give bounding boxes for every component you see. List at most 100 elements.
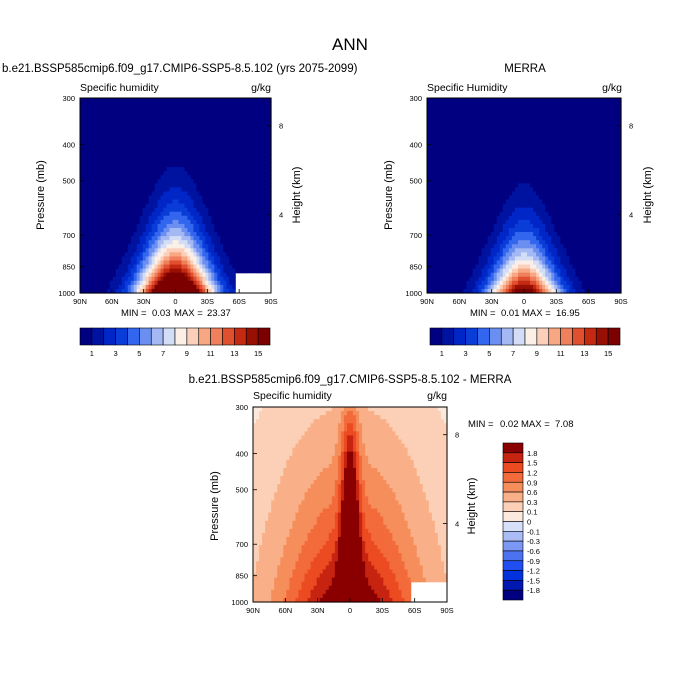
contour-cell bbox=[478, 203, 483, 209]
colorbar-label: 3 bbox=[114, 349, 118, 358]
contour-cell bbox=[247, 236, 251, 241]
contour-cell bbox=[457, 158, 461, 164]
contour-cell bbox=[487, 183, 492, 188]
contour-cell bbox=[530, 171, 534, 176]
contour-cell bbox=[481, 203, 486, 209]
contour-cell bbox=[100, 146, 105, 152]
contour-cell bbox=[85, 195, 90, 201]
contour-cell bbox=[539, 199, 543, 205]
contour-cell bbox=[85, 106, 90, 111]
contour-cell bbox=[211, 280, 215, 286]
contour-cell bbox=[115, 158, 120, 164]
contour-cell bbox=[481, 142, 486, 148]
contour-cell bbox=[490, 110, 495, 115]
contour-cell bbox=[514, 146, 519, 152]
contour-cell bbox=[268, 138, 272, 144]
contour-cell bbox=[133, 276, 138, 282]
contour-cell bbox=[427, 138, 431, 144]
contour-cell bbox=[160, 187, 165, 193]
contour-cell bbox=[527, 106, 531, 111]
colorbar-swatch bbox=[174, 327, 188, 346]
contour-cell bbox=[151, 142, 156, 148]
contour-cell bbox=[617, 150, 622, 156]
contour-cell bbox=[566, 118, 571, 123]
contour-cell bbox=[608, 199, 613, 205]
contour-cell bbox=[184, 134, 189, 140]
contour-cell bbox=[91, 126, 96, 132]
contour-cell bbox=[166, 179, 171, 184]
contour-cell bbox=[487, 102, 492, 107]
contour-cell bbox=[490, 106, 495, 111]
contour-cell bbox=[469, 183, 474, 188]
contour-cell bbox=[184, 215, 189, 221]
contour-cell bbox=[163, 142, 168, 148]
contour-cell bbox=[223, 228, 227, 233]
contour-cell bbox=[445, 146, 449, 152]
contour-cell bbox=[241, 106, 245, 111]
contour-cell bbox=[148, 248, 153, 253]
contour-cell bbox=[427, 110, 431, 115]
contour-cell bbox=[457, 187, 461, 193]
contour-cell bbox=[232, 195, 236, 201]
contour-cell bbox=[566, 183, 571, 188]
contour-cell bbox=[142, 264, 147, 270]
contour-cell bbox=[169, 122, 174, 128]
contour-cell bbox=[85, 154, 90, 160]
contour-cell bbox=[100, 215, 105, 221]
contour-cell bbox=[451, 106, 455, 111]
contour-cell bbox=[220, 272, 224, 278]
contour-cell bbox=[466, 130, 471, 136]
contour-cell bbox=[256, 236, 260, 241]
contour-cell bbox=[602, 203, 607, 209]
contour-cell bbox=[211, 114, 215, 119]
contour-cell bbox=[578, 195, 583, 201]
contour-cell bbox=[193, 252, 197, 258]
contour-cell bbox=[560, 183, 565, 188]
contour-cell bbox=[85, 110, 90, 115]
contour-cell bbox=[475, 142, 480, 148]
contour-cell bbox=[463, 179, 468, 184]
contour-cell bbox=[235, 240, 239, 245]
contour-cell bbox=[142, 248, 147, 253]
contour-cell bbox=[247, 110, 251, 115]
contour-cell bbox=[208, 134, 212, 140]
contour-cell bbox=[205, 126, 209, 132]
contour-cell bbox=[115, 154, 120, 160]
contour-cell bbox=[584, 154, 589, 160]
contour-cell bbox=[157, 272, 162, 278]
contour-cell bbox=[205, 146, 209, 152]
contour-cell bbox=[208, 150, 212, 156]
contour-cell bbox=[265, 203, 269, 209]
contour-cell bbox=[253, 146, 257, 152]
contour-cell bbox=[160, 252, 165, 258]
contour-cell bbox=[229, 138, 233, 144]
contour-cell bbox=[118, 232, 123, 237]
contour-cell bbox=[445, 167, 449, 172]
contour-cell bbox=[533, 215, 537, 221]
contour-cell bbox=[94, 228, 99, 233]
contour-cell bbox=[85, 240, 90, 245]
contour-cell bbox=[505, 106, 510, 111]
contour-cell bbox=[196, 154, 200, 160]
contour-cell bbox=[193, 211, 197, 217]
contour-cell bbox=[88, 244, 93, 249]
contour-cell bbox=[605, 207, 610, 213]
contour-cell bbox=[91, 138, 96, 144]
contour-cell bbox=[599, 167, 604, 172]
contour-cell bbox=[232, 280, 236, 286]
contour-cell bbox=[121, 175, 126, 180]
contour-cell bbox=[178, 264, 183, 270]
contour-cell bbox=[193, 215, 197, 221]
contour-cell bbox=[85, 187, 90, 193]
contour-cell bbox=[463, 130, 468, 136]
contour-cell bbox=[232, 244, 236, 249]
contour-cell bbox=[572, 211, 577, 217]
contour-cell bbox=[259, 228, 263, 233]
contour-cell bbox=[256, 102, 260, 107]
contour-cell bbox=[220, 158, 224, 164]
contour-cell bbox=[244, 110, 248, 115]
contour-cell bbox=[94, 142, 99, 148]
contour-cell bbox=[226, 154, 230, 160]
contour-cell bbox=[524, 215, 528, 221]
contour-cell bbox=[226, 248, 230, 253]
